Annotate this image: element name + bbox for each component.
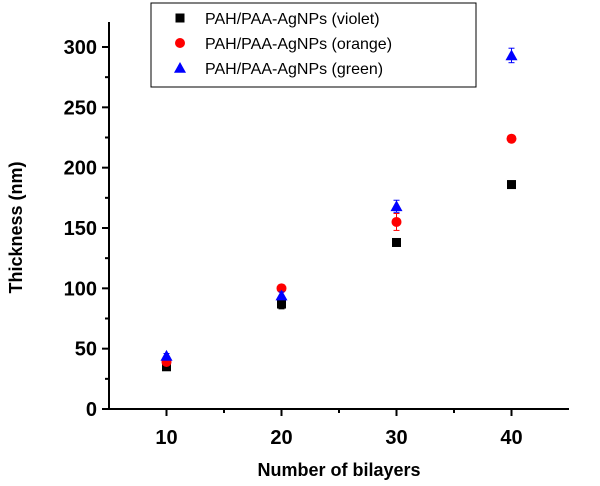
data-point	[276, 283, 287, 294]
y-tick-label: 100	[64, 278, 97, 300]
data-point	[275, 289, 288, 301]
data-point	[391, 216, 402, 227]
series-square	[162, 180, 516, 372]
data-point	[390, 200, 403, 212]
y-axis-title: Thickness (nm)	[6, 161, 26, 293]
legend-marker	[175, 13, 185, 23]
y-ticks: 0 50 100 150 200 250 300	[64, 37, 109, 421]
legend-label: PAH/PAA-AgNPs (violet)	[205, 11, 380, 28]
x-tick-label: 40	[500, 427, 522, 449]
data-point	[392, 237, 401, 247]
legend-marker	[174, 62, 186, 73]
legend-label: PAH/PAA-AgNPs (green)	[205, 61, 383, 78]
legend-entry: PAH/PAA-AgNPs (violet)	[175, 11, 380, 28]
series-triangle	[160, 47, 518, 361]
legend-marker	[175, 38, 185, 48]
y-tick-label: 150	[64, 218, 97, 240]
legend-entry: PAH/PAA-AgNPs (orange)	[175, 36, 392, 53]
y-tick-label: 300	[64, 37, 97, 59]
series-layer	[160, 47, 518, 372]
legend-label: PAH/PAA-AgNPs (orange)	[205, 36, 392, 53]
y-tick-label: 250	[64, 97, 97, 119]
x-tick-label: 20	[270, 427, 292, 449]
legend: PAH/PAA-AgNPs (violet) PAH/PAA-AgNPs (ora…	[150, 2, 477, 88]
data-point	[277, 299, 286, 309]
x-axis-title: Number of bilayers	[257, 460, 420, 480]
legend-entry: PAH/PAA-AgNPs (green)	[174, 61, 383, 78]
data-point	[507, 180, 516, 190]
x-tick-label: 30	[385, 427, 407, 449]
y-tick-label: 200	[64, 158, 97, 180]
legend-entries: PAH/PAA-AgNPs (violet) PAH/PAA-AgNPs (ora…	[174, 11, 392, 78]
y-tick-label: 50	[75, 339, 97, 361]
legend-box	[150, 2, 477, 88]
x-ticks: 10 20 30 40	[155, 409, 523, 449]
data-point	[160, 349, 173, 361]
data-point	[505, 49, 518, 61]
series-circle	[161, 133, 517, 367]
y-tick-label: 0	[86, 399, 97, 421]
x-tick-label: 10	[155, 427, 177, 449]
data-point	[506, 133, 517, 144]
